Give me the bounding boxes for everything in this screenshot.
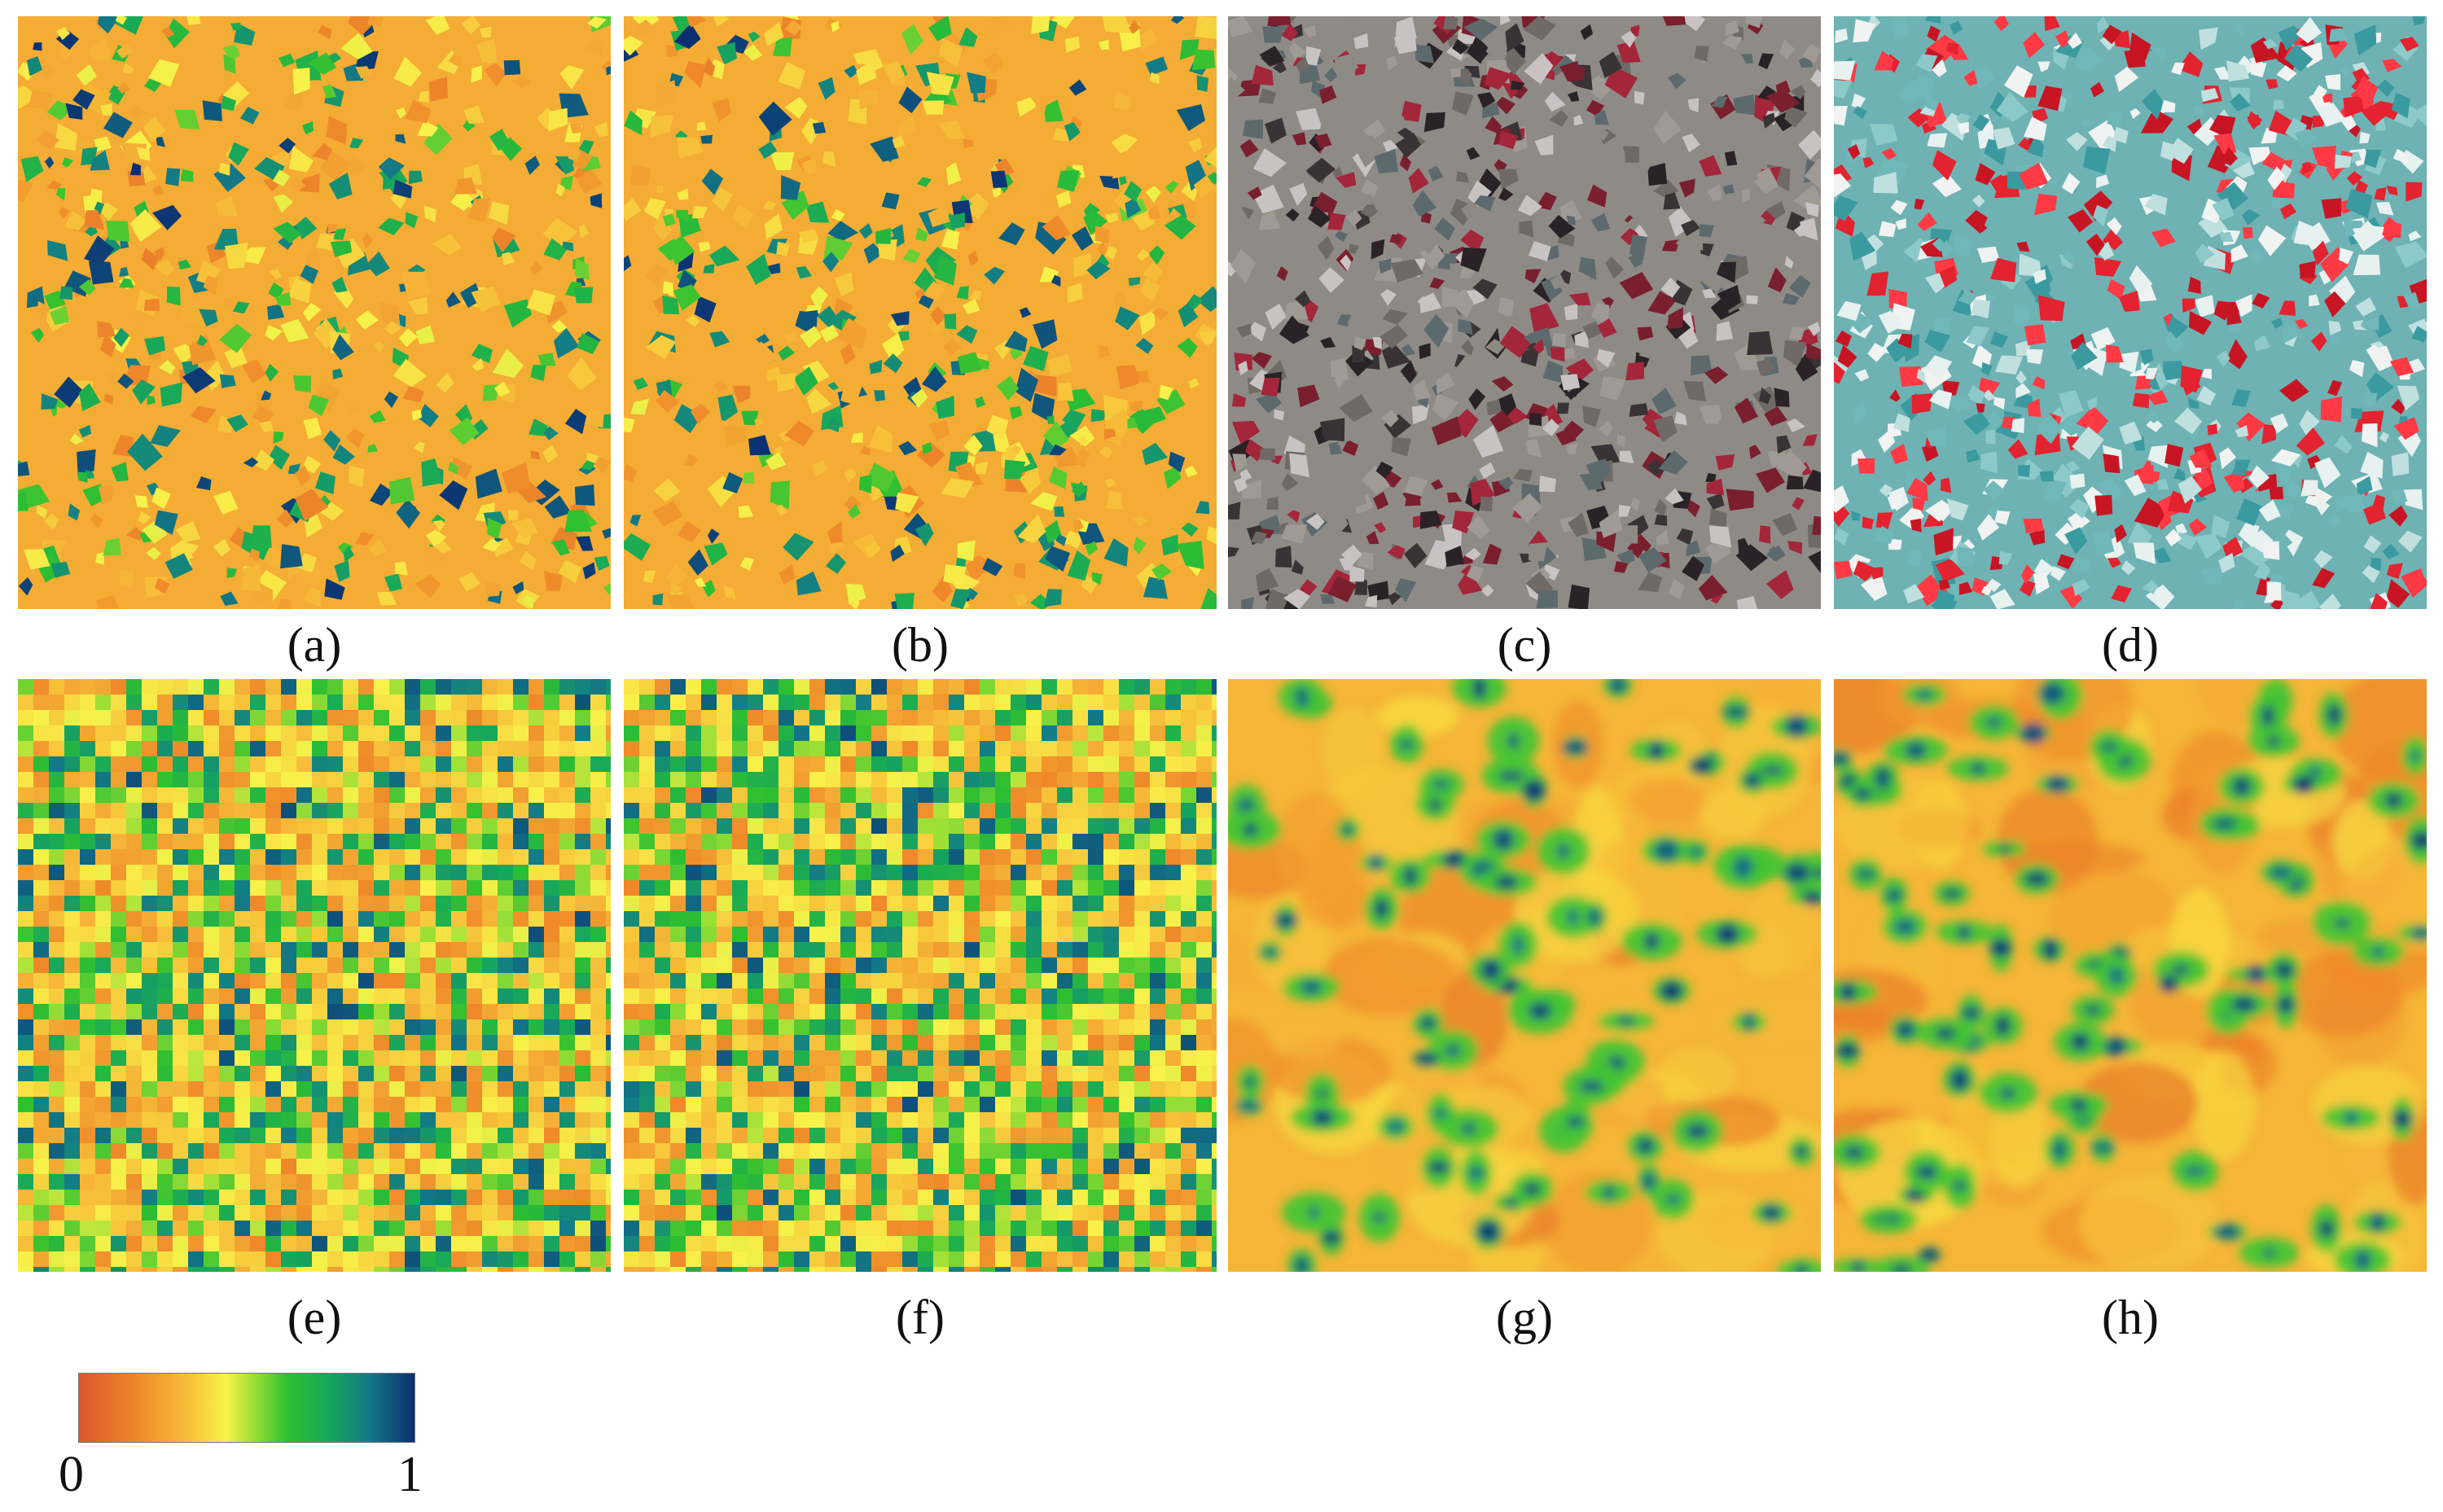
panel-g-label: (g) [1496, 1291, 1553, 1344]
colorbar [78, 1373, 415, 1443]
colorbar-max-label: 1 [397, 1447, 423, 1502]
colorbar-min-label: 0 [59, 1447, 84, 1502]
panel-h-image [1834, 679, 2427, 1272]
panel-f-label: (f) [896, 1291, 945, 1344]
panel-d-map [1834, 16, 2427, 609]
panel-c-map [1228, 16, 1821, 609]
panel-e-image [18, 679, 611, 1272]
panel-e-label: (e) [287, 1291, 342, 1344]
panel-b-image [624, 16, 1217, 609]
panel-c-image [1228, 16, 1821, 609]
panel-b-map [624, 16, 1217, 609]
panel-a-image [18, 16, 611, 609]
panel-e-map [18, 679, 611, 1272]
panel-a-map [18, 16, 611, 609]
panel-b-label: (b) [892, 618, 949, 672]
panel-d-label: (d) [2102, 618, 2159, 672]
panel-d-image [1834, 16, 2427, 609]
panel-a-label: (a) [287, 618, 342, 672]
panel-h-map [1834, 679, 2427, 1272]
panel-h-label: (h) [2102, 1291, 2159, 1344]
panel-f-image [624, 679, 1217, 1272]
panel-g-image [1228, 679, 1821, 1272]
panel-f-map [624, 679, 1217, 1272]
panel-g-map [1228, 679, 1821, 1272]
panel-c-label: (c) [1497, 618, 1552, 672]
